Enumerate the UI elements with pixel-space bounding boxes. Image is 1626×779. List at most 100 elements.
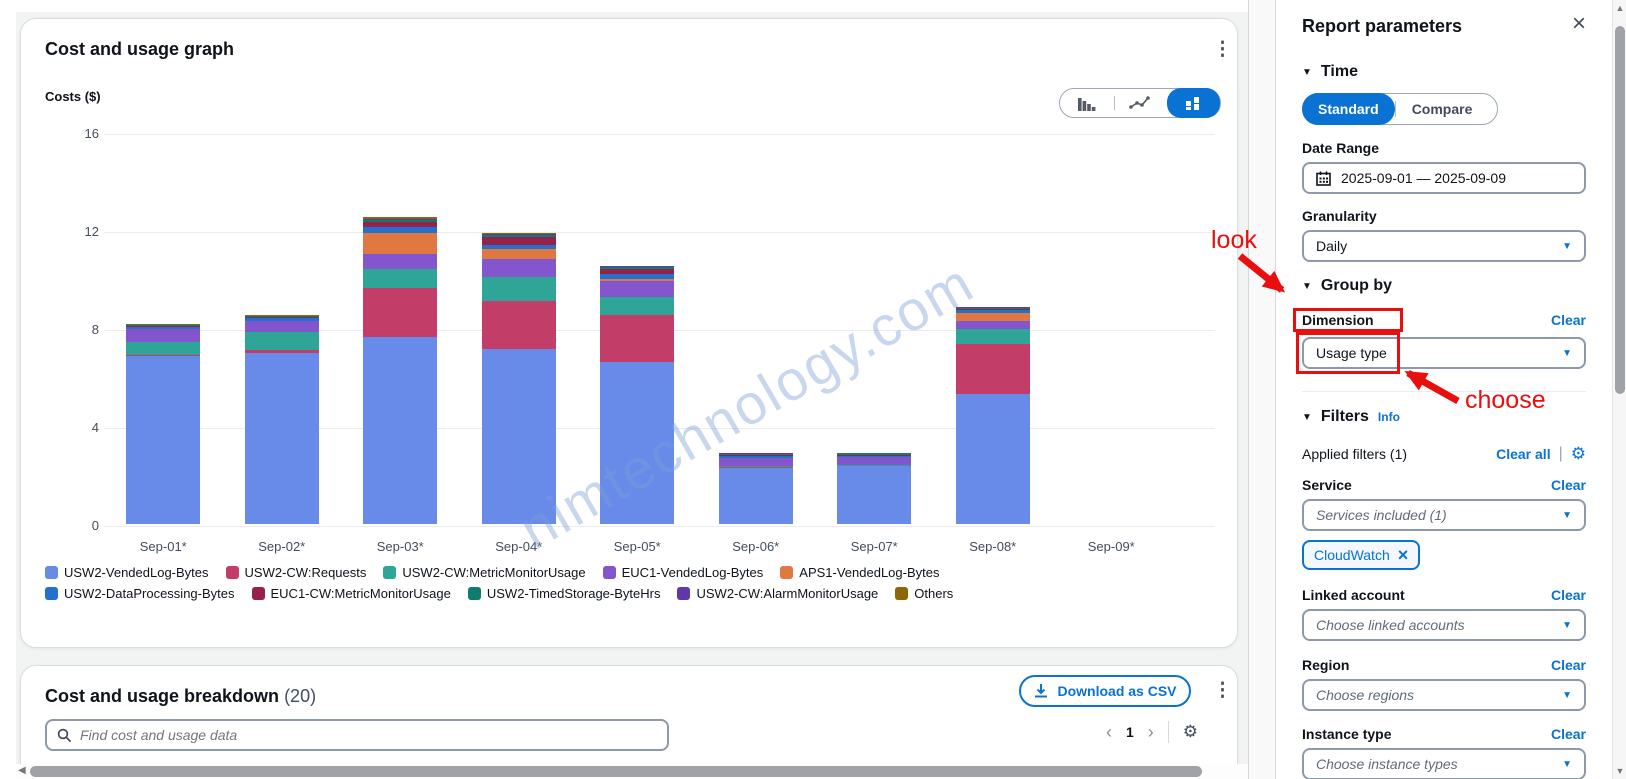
bar-segment-USW2-DataProcessing-Bytes[interactable] bbox=[600, 273, 675, 279]
service-clear-link[interactable]: Clear bbox=[1550, 477, 1586, 493]
bar-segment-EUC1-VendedLog-Bytes[interactable] bbox=[955, 320, 1030, 330]
bar-segment-EUC1-VendedLog-Bytes[interactable] bbox=[718, 458, 793, 466]
stacked-bar-Sep-03[interactable] bbox=[363, 217, 438, 524]
bar-segment-USW2-VendedLog-Bytes[interactable] bbox=[600, 362, 675, 524]
bar-segment-EUC1-CW:MetricMonitorUsage[interactable] bbox=[837, 454, 912, 456]
bar-segment-USW2-CW:MetricMonitorUsage[interactable] bbox=[955, 329, 1030, 344]
bar-segment-USW2-CW:MetricMonitorUsage[interactable] bbox=[126, 341, 201, 355]
bar-segment-USW2-CW:MetricMonitorUsage[interactable] bbox=[600, 297, 675, 315]
bar-segment-USW2-VendedLog-Bytes[interactable] bbox=[244, 352, 319, 524]
bar-segment-USW2-TimedStorage-ByteHrs[interactable] bbox=[363, 220, 438, 223]
bar-segment-USW2-DataProcessing-Bytes[interactable] bbox=[363, 227, 438, 234]
bar-segment-USW2-CW:Requests[interactable] bbox=[600, 314, 675, 363]
bar-segment-USW2-DataProcessing-Bytes[interactable] bbox=[481, 245, 556, 250]
standard-option[interactable]: Standard bbox=[1302, 93, 1395, 125]
next-page-icon[interactable]: › bbox=[1147, 722, 1154, 742]
bar-segment-EUC1-VendedLog-Bytes[interactable] bbox=[363, 254, 438, 270]
instance-type-clear-link[interactable]: Clear bbox=[1550, 726, 1586, 742]
bar-segment-USW2-VendedLog-Bytes[interactable] bbox=[955, 394, 1030, 524]
bar-segment-EUC1-CW:MetricMonitorUsage[interactable] bbox=[126, 326, 201, 328]
panel-splitter[interactable] bbox=[1248, 0, 1276, 779]
legend-item[interactable]: USW2-CW:AlarmMonitorUsage bbox=[677, 586, 878, 601]
bar-segment-USW2-DataProcessing-Bytes[interactable] bbox=[126, 327, 201, 330]
legend-item[interactable]: USW2-DataProcessing-Bytes bbox=[45, 586, 235, 601]
remove-token-icon[interactable]: × bbox=[1397, 545, 1409, 565]
granularity-select[interactable]: Daily ▼ bbox=[1302, 230, 1586, 262]
previous-page-icon[interactable]: ‹ bbox=[1106, 722, 1112, 742]
scroll-up-icon[interactable]: ▲ bbox=[1615, 3, 1625, 13]
search-box[interactable] bbox=[45, 719, 669, 751]
download-csv-button[interactable]: Download as CSV bbox=[1019, 675, 1191, 707]
linked-account-select[interactable]: Choose linked accounts ▼ bbox=[1302, 609, 1586, 641]
bar-segment-EUC1-VendedLog-Bytes[interactable] bbox=[481, 258, 556, 277]
vertical-scrollbar[interactable]: ▲ ▼ bbox=[1612, 0, 1626, 779]
bar-segment-EUC1-VendedLog-Bytes[interactable] bbox=[244, 320, 319, 332]
scroll-down-icon[interactable]: ▼ bbox=[1615, 766, 1625, 776]
compare-option[interactable]: Compare bbox=[1411, 101, 1473, 117]
bar-segment-USW2-DataProcessing-Bytes[interactable] bbox=[955, 310, 1030, 314]
bar-segment-USW2-CW:Requests[interactable] bbox=[363, 287, 438, 337]
search-input[interactable] bbox=[80, 727, 657, 743]
bar-segment-USW2-VendedLog-Bytes[interactable] bbox=[481, 348, 556, 524]
bar-segment-EUC1-CW:MetricMonitorUsage[interactable] bbox=[363, 222, 438, 228]
page-number[interactable]: 1 bbox=[1126, 724, 1134, 740]
close-icon[interactable]: × bbox=[1571, 10, 1586, 37]
filter-settings-gear-icon[interactable]: ⚙ bbox=[1570, 444, 1586, 463]
bar-segment-USW2-CW:AlarmMonitorUsage[interactable] bbox=[955, 307, 1030, 309]
stacked-bar-Sep-05[interactable] bbox=[600, 265, 675, 524]
bar-segment-USW2-CW:MetricMonitorUsage[interactable] bbox=[718, 465, 793, 467]
bar-segment-USW2-CW:MetricMonitorUsage[interactable] bbox=[244, 331, 319, 350]
bar-segment-APS1-VendedLog-Bytes[interactable] bbox=[481, 249, 556, 259]
bar-segment-USW2-TimedStorage-ByteHrs[interactable] bbox=[837, 453, 912, 455]
stacked-bar-Sep-04[interactable] bbox=[481, 232, 556, 524]
bar-segment-USW2-CW:Requests[interactable] bbox=[718, 466, 793, 468]
bar-segment-USW2-CW:Requests[interactable] bbox=[955, 343, 1030, 395]
bar-segment-EUC1-CW:MetricMonitorUsage[interactable] bbox=[244, 317, 319, 318]
bar-segment-EUC1-CW:MetricMonitorUsage[interactable] bbox=[600, 268, 675, 274]
legend-item[interactable]: USW2-CW:MetricMonitorUsage bbox=[383, 565, 586, 580]
bar-segment-USW2-CW:MetricMonitorUsage[interactable] bbox=[363, 269, 438, 288]
dimension-clear-link[interactable]: Clear bbox=[1550, 312, 1586, 328]
bar-segment-USW2-CW:MetricMonitorUsage[interactable] bbox=[481, 276, 556, 302]
clear-all-link[interactable]: Clear all bbox=[1496, 446, 1551, 462]
bar-segment-USW2-VendedLog-Bytes[interactable] bbox=[126, 356, 201, 524]
bar-segment-APS1-VendedLog-Bytes[interactable] bbox=[955, 313, 1030, 321]
bar-segment-EUC1-VendedLog-Bytes[interactable] bbox=[126, 329, 201, 342]
horizontal-scrollbar-thumb[interactable] bbox=[30, 766, 1202, 777]
bar-segment-Others[interactable] bbox=[481, 232, 556, 234]
bar-chart-icon[interactable] bbox=[1060, 89, 1113, 117]
bar-segment-USW2-TimedStorage-ByteHrs[interactable] bbox=[244, 316, 319, 318]
stacked-bar-chart-icon-selected[interactable] bbox=[1166, 88, 1220, 118]
stacked-bar-Sep-07[interactable] bbox=[837, 452, 912, 524]
bar-segment-APS1-VendedLog-Bytes[interactable] bbox=[363, 233, 438, 255]
scroll-left-icon[interactable]: ◀ bbox=[18, 765, 26, 776]
group-by-section-header[interactable]: ▼ Group by bbox=[1302, 277, 1586, 295]
bar-segment-EUC1-CW:MetricMonitorUsage[interactable] bbox=[718, 455, 793, 457]
bar-segment-USW2-CW:Requests[interactable] bbox=[126, 354, 201, 357]
bar-segment-USW2-VendedLog-Bytes[interactable] bbox=[837, 466, 912, 524]
bar-segment-USW2-TimedStorage-ByteHrs[interactable] bbox=[718, 453, 793, 456]
kebab-menu-icon[interactable]: ⋮ bbox=[1213, 39, 1232, 60]
bar-segment-EUC1-VendedLog-Bytes[interactable] bbox=[600, 281, 675, 298]
filters-section-header[interactable]: ▼ Filters Info bbox=[1302, 408, 1586, 426]
time-section-header[interactable]: ▼ Time bbox=[1302, 63, 1586, 81]
stacked-bar-Sep-06[interactable] bbox=[718, 453, 793, 524]
stacked-bar-Sep-01[interactable] bbox=[126, 324, 201, 524]
bar-segment-USW2-CW:AlarmMonitorUsage[interactable] bbox=[481, 233, 556, 235]
legend-item[interactable]: USW2-CW:Requests bbox=[225, 565, 366, 580]
horizontal-scrollbar[interactable]: ◀ bbox=[16, 764, 1248, 779]
bar-segment-USW2-CW:Requests[interactable] bbox=[244, 349, 319, 353]
bar-segment-Others[interactable] bbox=[363, 217, 438, 220]
dimension-select[interactable]: Usage type ▼ bbox=[1302, 337, 1586, 369]
bar-segment-USW2-CW:AlarmMonitorUsage[interactable] bbox=[363, 219, 438, 221]
service-select[interactable]: Services included (1) ▼ bbox=[1302, 499, 1586, 531]
bar-segment-USW2-TimedStorage-ByteHrs[interactable] bbox=[481, 234, 556, 237]
legend-item[interactable]: APS1-VendedLog-Bytes bbox=[780, 565, 940, 580]
bar-segment-USW2-CW:AlarmMonitorUsage[interactable] bbox=[600, 266, 675, 268]
legend-item[interactable]: USW2-TimedStorage-ByteHrs bbox=[467, 586, 660, 601]
bar-segment-USW2-VendedLog-Bytes[interactable] bbox=[718, 467, 793, 524]
instance-type-select[interactable]: Choose instance types ▼ bbox=[1302, 748, 1586, 779]
bar-segment-USW2-DataProcessing-Bytes[interactable] bbox=[837, 455, 912, 458]
legend-item[interactable]: Others bbox=[895, 586, 953, 601]
table-settings-gear-icon[interactable]: ⚙ bbox=[1182, 722, 1199, 741]
